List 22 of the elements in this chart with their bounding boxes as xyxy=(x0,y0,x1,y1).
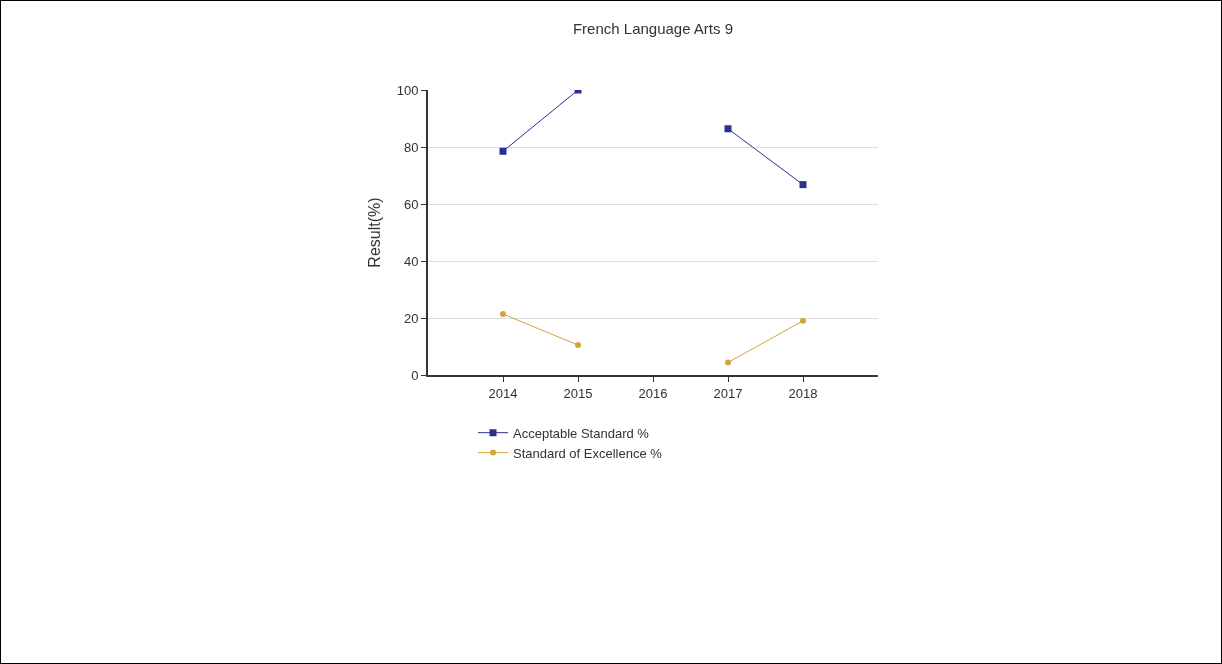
point xyxy=(500,311,506,318)
y-tick-label: 0 xyxy=(411,367,419,383)
y-tick-label: 40 xyxy=(403,253,419,269)
y-tick-label: 80 xyxy=(403,139,419,155)
point xyxy=(724,125,732,133)
y-tick-label: 20 xyxy=(403,310,419,326)
x-tick-label: 2014 xyxy=(488,385,518,401)
chart-title: French Language Arts 9 xyxy=(572,19,734,37)
legend-label: Standard of Excellence % xyxy=(513,445,663,461)
y-axis-title: Result(%) xyxy=(366,197,384,268)
point xyxy=(725,359,731,366)
x-tick-label: 2015 xyxy=(563,385,593,401)
y-tick-label: 60 xyxy=(403,196,419,212)
legend-label: Acceptable Standard % xyxy=(513,425,650,441)
x-tick-label: 2018 xyxy=(788,385,818,401)
point xyxy=(499,147,507,155)
x-tick-label: 2017 xyxy=(713,385,743,401)
point xyxy=(575,342,581,349)
y-tick-label: 100 xyxy=(396,82,419,98)
x-tick-label: 2016 xyxy=(638,385,668,401)
point xyxy=(800,317,806,324)
point xyxy=(799,181,807,189)
